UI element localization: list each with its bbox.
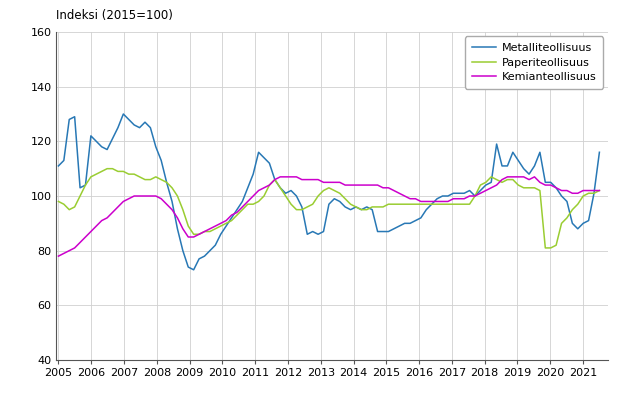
Metalliteollisuus [55, 164, 62, 168]
Metalliteollisuus [201, 254, 208, 258]
Line: Paperiteollisuus: Paperiteollisuus [58, 169, 600, 248]
Metalliteollisuus [596, 150, 603, 155]
Kemianteollisuus [596, 188, 603, 193]
Paperiteollisuus [384, 202, 392, 206]
Metalliteollisuus [444, 194, 451, 198]
Paperiteollisuus [92, 172, 100, 176]
Kemianteollisuus [190, 234, 197, 239]
Metalliteollisuus [390, 226, 397, 231]
Metalliteollisuus [92, 139, 100, 144]
Kemianteollisuus [55, 254, 62, 258]
Line: Kemianteollisuus: Kemianteollisuus [58, 177, 600, 256]
Paperiteollisuus [309, 202, 316, 206]
Kemianteollisuus [309, 177, 316, 182]
Kemianteollisuus [466, 194, 473, 198]
Legend: Metalliteollisuus, Paperiteollisuus, Kemianteollisuus: Metalliteollisuus, Paperiteollisuus, Kem… [465, 36, 603, 89]
Kemianteollisuus [277, 174, 284, 179]
Paperiteollisuus [466, 202, 473, 206]
Line: Metalliteollisuus: Metalliteollisuus [58, 114, 600, 270]
Paperiteollisuus [596, 188, 603, 193]
Text: Indeksi (2015=100): Indeksi (2015=100) [56, 9, 173, 22]
Metalliteollisuus [190, 268, 197, 272]
Metalliteollisuus [314, 232, 322, 237]
Metalliteollisuus [471, 194, 479, 198]
Kemianteollisuus [92, 224, 100, 228]
Kemianteollisuus [439, 199, 446, 204]
Paperiteollisuus [439, 202, 446, 206]
Kemianteollisuus [384, 185, 392, 190]
Metalliteollisuus [120, 112, 127, 116]
Paperiteollisuus [55, 199, 62, 204]
Paperiteollisuus [195, 232, 203, 237]
Paperiteollisuus [542, 246, 549, 250]
Paperiteollisuus [104, 166, 111, 171]
